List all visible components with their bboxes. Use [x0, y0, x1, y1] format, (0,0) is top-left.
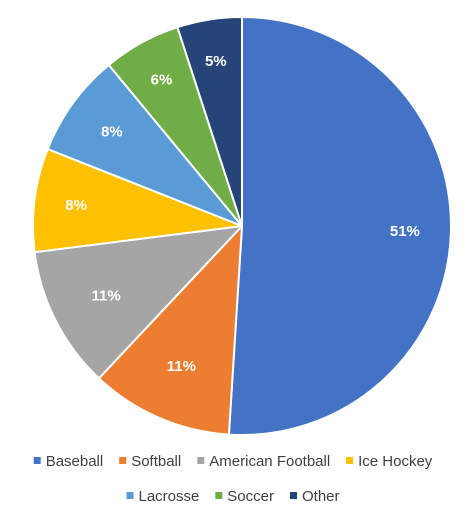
data-label-soccer: 6%	[151, 72, 173, 89]
legend-swatch-ice-hockey	[346, 457, 354, 464]
data-label-other: 5%	[205, 53, 227, 70]
legend-label-softball: Softball	[131, 453, 181, 470]
legend-label-soccer: Soccer	[227, 488, 274, 505]
data-label-american-football: 11%	[91, 287, 120, 304]
pie-slices	[32, 16, 452, 436]
data-label-ice-hockey: 8%	[65, 197, 87, 214]
data-label-lacrosse: 8%	[101, 123, 123, 140]
legend-swatch-american-football	[197, 457, 205, 464]
legend-label-american-football: American Football	[209, 453, 330, 470]
legend-label-baseball: Baseball	[46, 453, 104, 470]
slice-softball	[97, 225, 243, 436]
data-label-baseball: 51%	[390, 223, 420, 240]
legend-swatch-soccer	[215, 492, 223, 499]
legend-swatch-baseball	[33, 457, 41, 464]
legend-label-lacrosse: Lacrosse	[139, 488, 200, 505]
slice-american-football	[33, 225, 243, 380]
slice-ice-hockey	[32, 148, 243, 254]
legend-label-other: Other	[302, 488, 340, 505]
pie-slice-labels: 51% 11% 11% 8% 8% 6% 5%	[65, 53, 420, 375]
legend-swatch-lacrosse	[126, 492, 134, 499]
legend-swatch-softball	[119, 457, 127, 464]
data-label-softball: 11%	[167, 358, 196, 375]
legend-swatch-other	[290, 492, 297, 499]
legend: Baseball Softball American Football Ice Hoc…	[33, 453, 433, 505]
slice-lacrosse	[46, 63, 243, 227]
slice-other	[176, 16, 243, 227]
slice-baseball	[227, 16, 452, 436]
legend-label-ice-hockey: Ice Hockey	[358, 453, 433, 470]
